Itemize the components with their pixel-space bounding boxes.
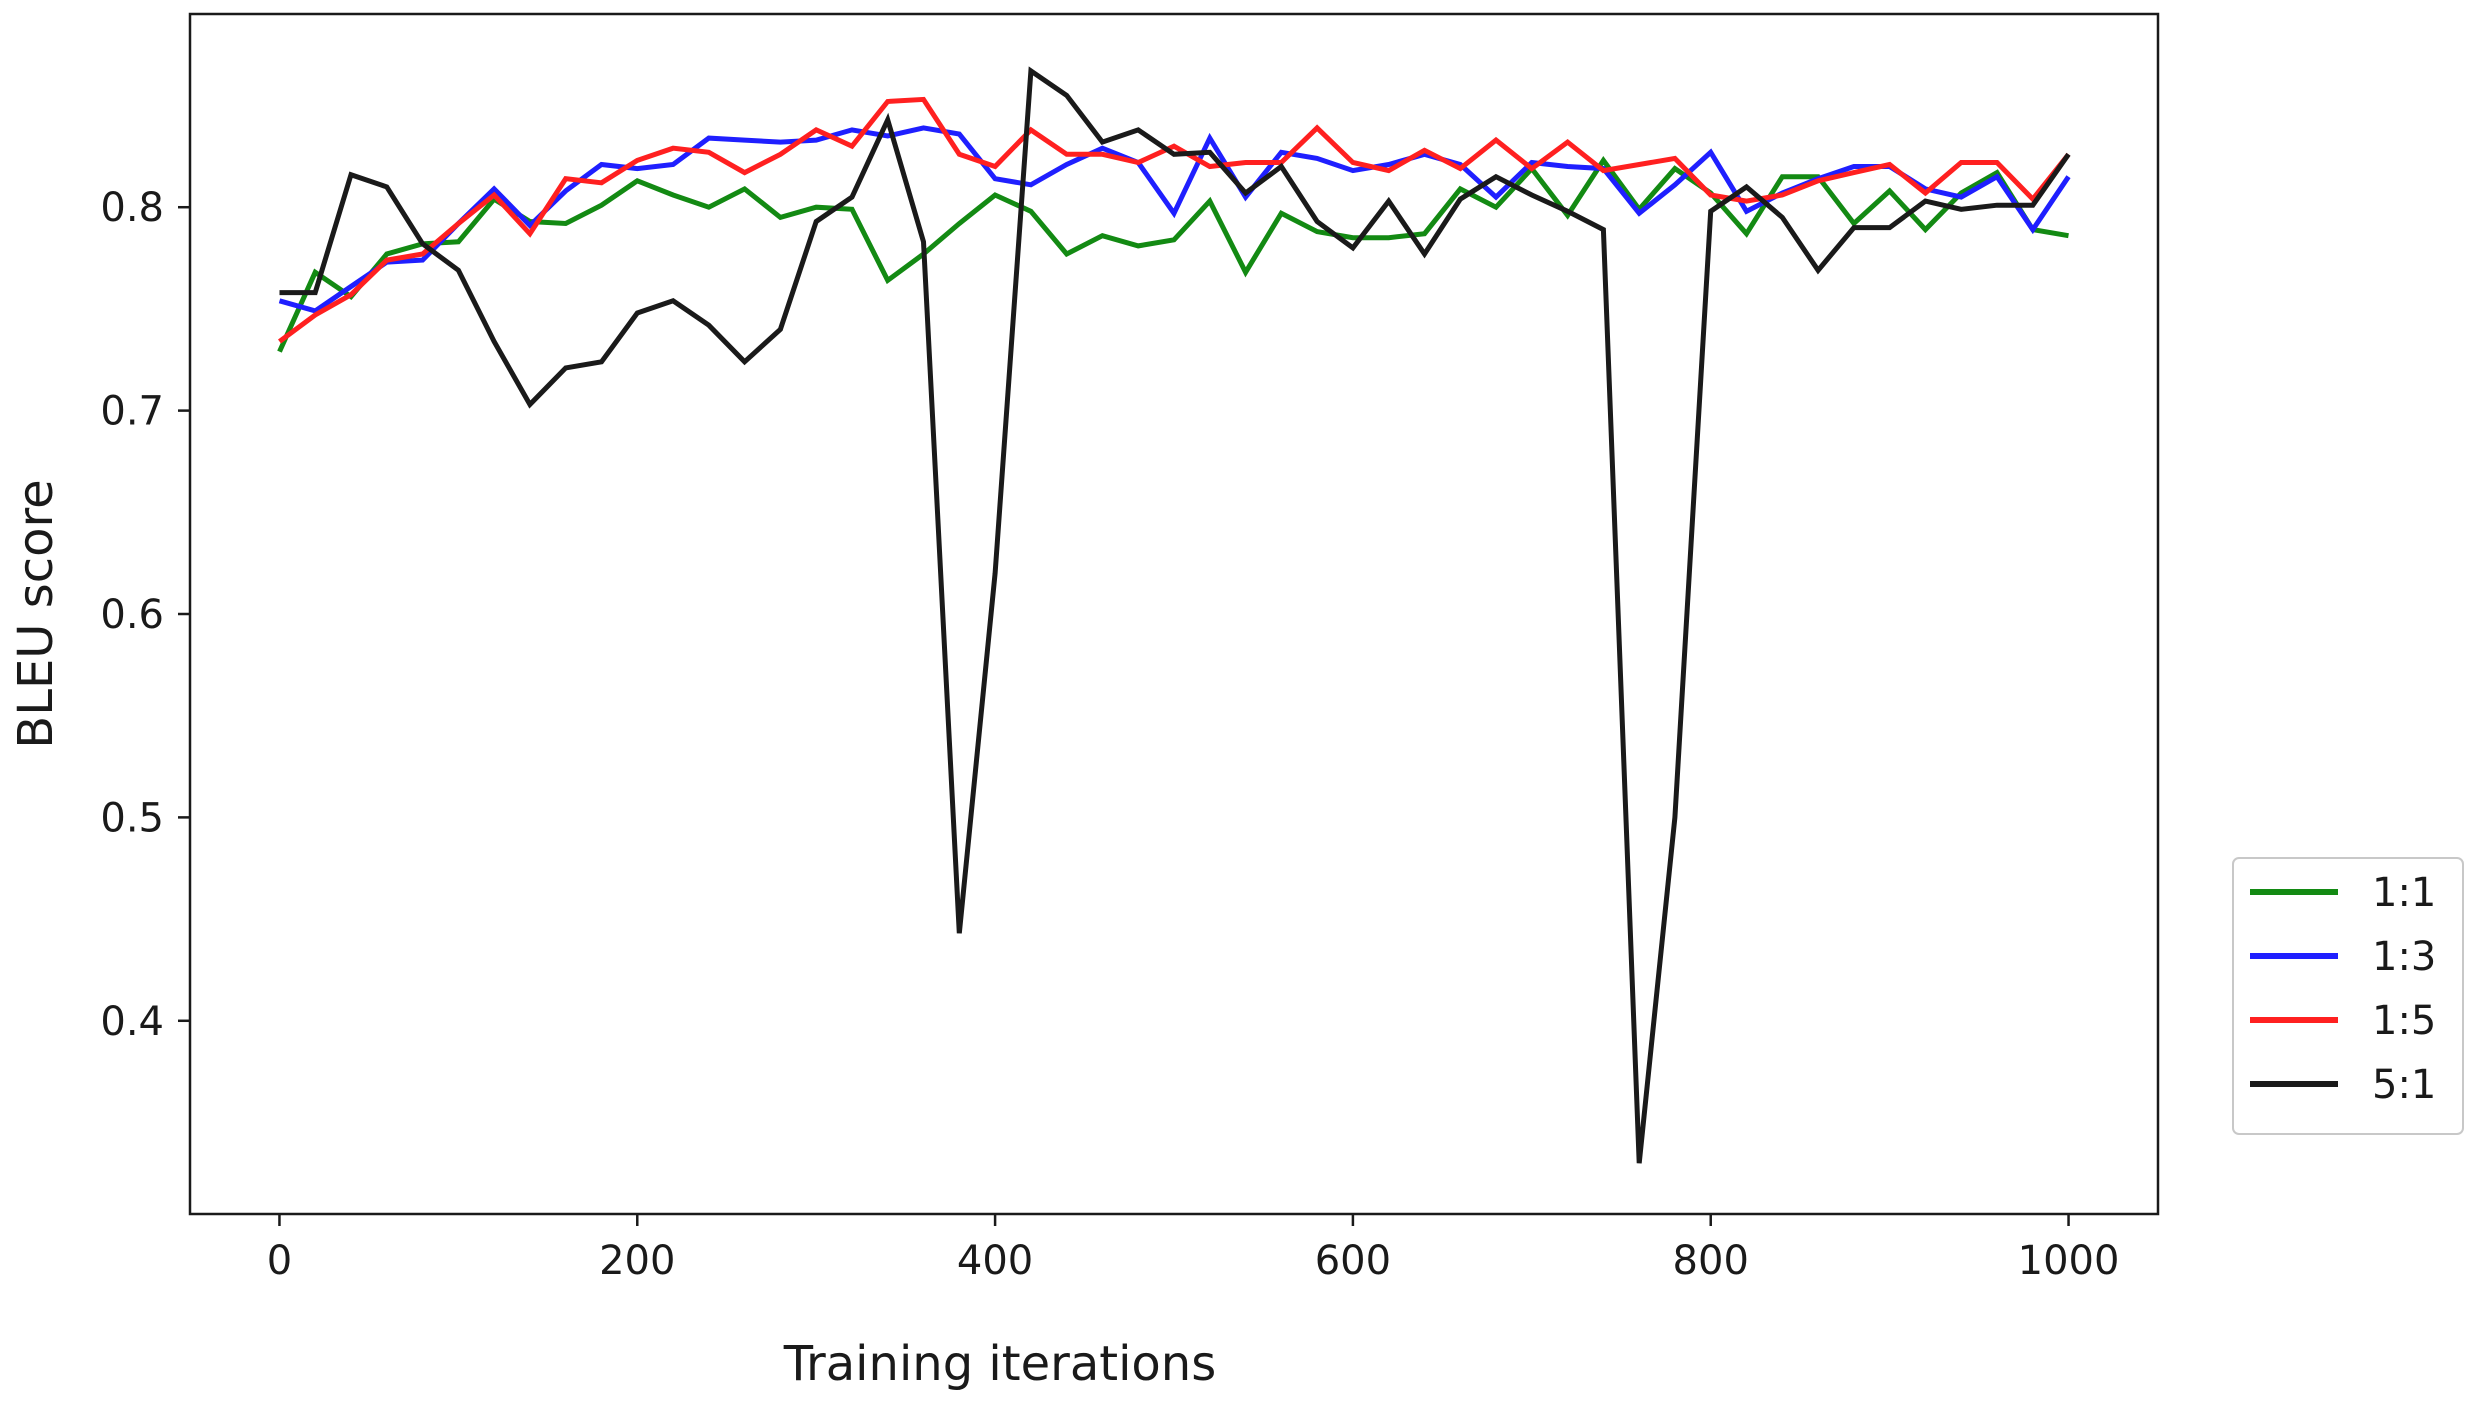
x-axis-label: Training iterations [783,1336,1216,1392]
x-tick-label: 600 [1315,1238,1391,1284]
x-tick-label: 800 [1673,1238,1749,1284]
y-axis-label: BLEU score [8,479,64,748]
x-axis-ticks: 0 200 400 600 800 1000 [267,1214,2120,1284]
series-lines [277,66,2071,1164]
y-tick-label: 0.5 [100,795,164,841]
legend-label: 5:1 [2372,1062,2436,1108]
y-tick-label: 0.4 [100,999,164,1045]
y-tick-label: 0.8 [100,185,164,231]
series-line-4 [279,66,2071,1164]
legend: 1:1 1:3 1:5 5:1 [2232,857,2464,1135]
plot-area [188,12,2160,1216]
x-tick-label: 0 [267,1238,292,1284]
x-tick-label: 200 [599,1238,675,1284]
legend-label: 1:1 [2372,870,2436,916]
legend-label: 1:5 [2372,998,2436,1044]
legend-frame [2232,857,2464,1135]
x-tick-label: 400 [957,1238,1033,1284]
y-tick-label: 0.7 [100,389,164,435]
series-line-3 [278,96,2071,344]
y-axis-ticks: 0.4 0.5 0.6 0.7 0.8 [100,185,190,1045]
legend-label: 1:3 [2372,934,2436,980]
legend-entries: 1:1 1:3 1:5 5:1 [2250,870,2436,1108]
y-tick-label: 0.6 [100,592,164,638]
x-tick-label: 1000 [2018,1238,2120,1284]
